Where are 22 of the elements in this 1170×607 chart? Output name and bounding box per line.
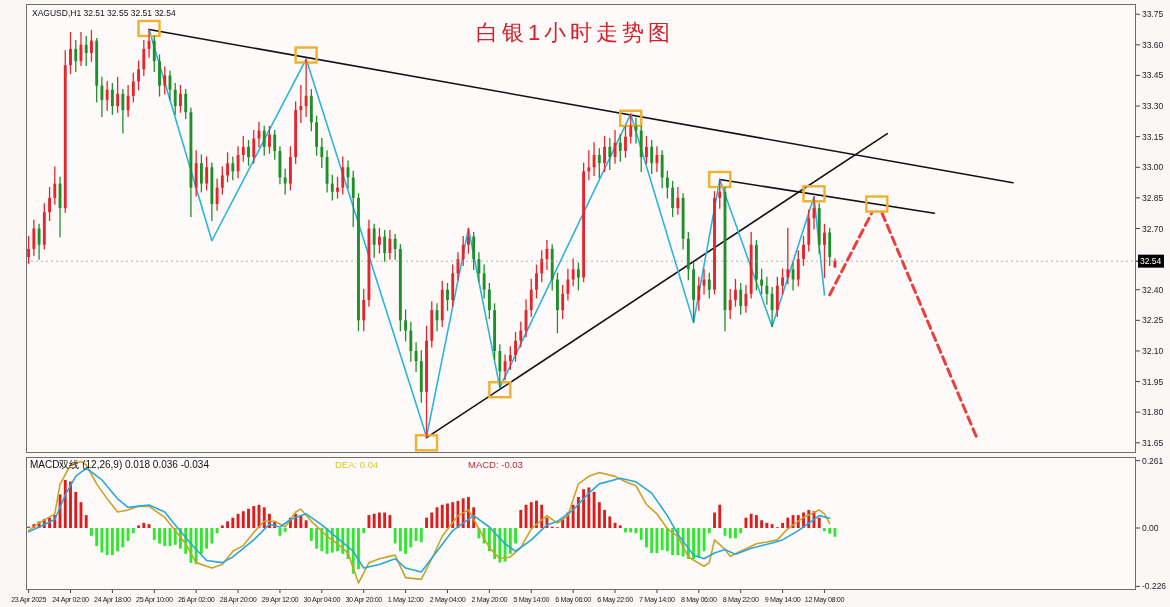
subtitle: XAGUSD,H1 32.51 32.55 32.51 32.54 [32,8,176,18]
y-tick-label: 31.95 [1142,376,1164,387]
y-tick-label: 32.85 [1142,192,1164,203]
y-tick-label: 33.60 [1142,39,1164,50]
title: 白银1小时走势图 [475,20,675,45]
y-tick-label: -0.226 [1142,581,1167,592]
y-tick-label: 0.00 [1142,523,1159,533]
y-tick-label: 32.40 [1142,284,1164,295]
y-tick-label: 31.80 [1142,407,1164,418]
y-tick-label: 31.65 [1142,437,1164,448]
annotation: DEA: 0.04 [335,459,379,470]
y-tick-label: 32.70 [1142,223,1164,234]
y-tick-label: 32.25 [1142,315,1164,326]
y-tick-label: 33.00 [1142,162,1164,173]
ref-line-label: 32.54 [1140,256,1162,267]
y-tick-label: 33.75 [1142,9,1164,20]
y-tick-label: 0.261 [1142,455,1164,466]
y-tick-label: 33.15 [1142,131,1164,142]
y-tick-label: 32.10 [1142,345,1164,356]
annotation: MACD: -0.03 [468,459,523,470]
y-tick-label: 33.30 [1142,101,1164,112]
y-tick-label: 33.45 [1142,70,1164,81]
